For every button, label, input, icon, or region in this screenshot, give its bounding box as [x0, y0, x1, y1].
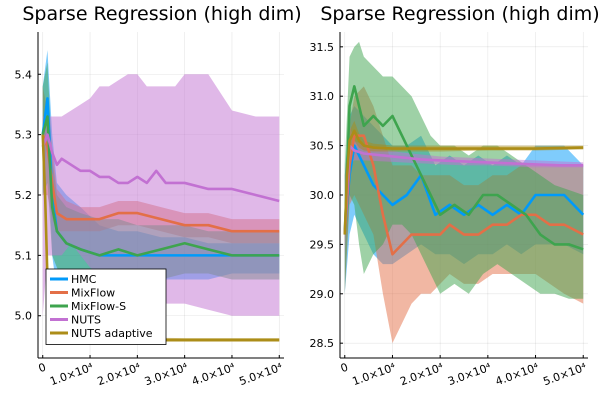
series-line-mixflow [343, 134, 584, 256]
y-tick-label: 5.2 [15, 189, 33, 202]
series-line-hmc [343, 144, 585, 235]
plot-area [343, 41, 585, 344]
y-tick-label: 30.0 [310, 189, 335, 202]
y-tick-label: 28.5 [310, 337, 335, 350]
x-tick-label: 0 [37, 361, 48, 376]
ribbon-mixflow-s [344, 41, 584, 299]
y-tick-label: 31.5 [310, 41, 335, 54]
series-line-mixflow-s [343, 85, 584, 251]
y-tick-label: 5.1 [15, 249, 33, 262]
x-tick-label: 0 [339, 361, 350, 376]
y-tick-label: 5.0 [15, 310, 33, 323]
legend-label: HMC [71, 273, 97, 286]
left-panel: 5.05.15.25.35.40 1.0×10⁴ 2.0×10⁴ 3.0×10⁴ 4.0… [15, 3, 302, 388]
y-tick-label: 30.5 [310, 140, 335, 153]
series-line-mixflow [41, 134, 280, 233]
y-tick-label: 5.4 [15, 68, 33, 81]
y-tick-label: 29.5 [310, 238, 335, 251]
series-line-nuts-adaptive [343, 129, 584, 235]
plot-area [41, 50, 280, 342]
y-tick-label: 31.0 [310, 90, 335, 103]
legend-label: NUTS [71, 314, 101, 327]
y-tick-label: 5.3 [15, 129, 33, 142]
legend-label: MixFlow [71, 287, 115, 300]
y-tick-label: 29.0 [310, 288, 335, 301]
legend-label: MixFlow-S [71, 300, 126, 313]
series-line-nuts [41, 133, 280, 203]
series-line-mixflow-s [41, 115, 280, 257]
series-line-hmc [41, 97, 280, 257]
chart-title: Sparse Regression (high dim) [22, 3, 301, 25]
legend-label: NUTS adaptive [71, 327, 153, 340]
series-line-nuts [343, 144, 584, 235]
chart-title: Sparse Regression (high dim) [320, 3, 599, 25]
